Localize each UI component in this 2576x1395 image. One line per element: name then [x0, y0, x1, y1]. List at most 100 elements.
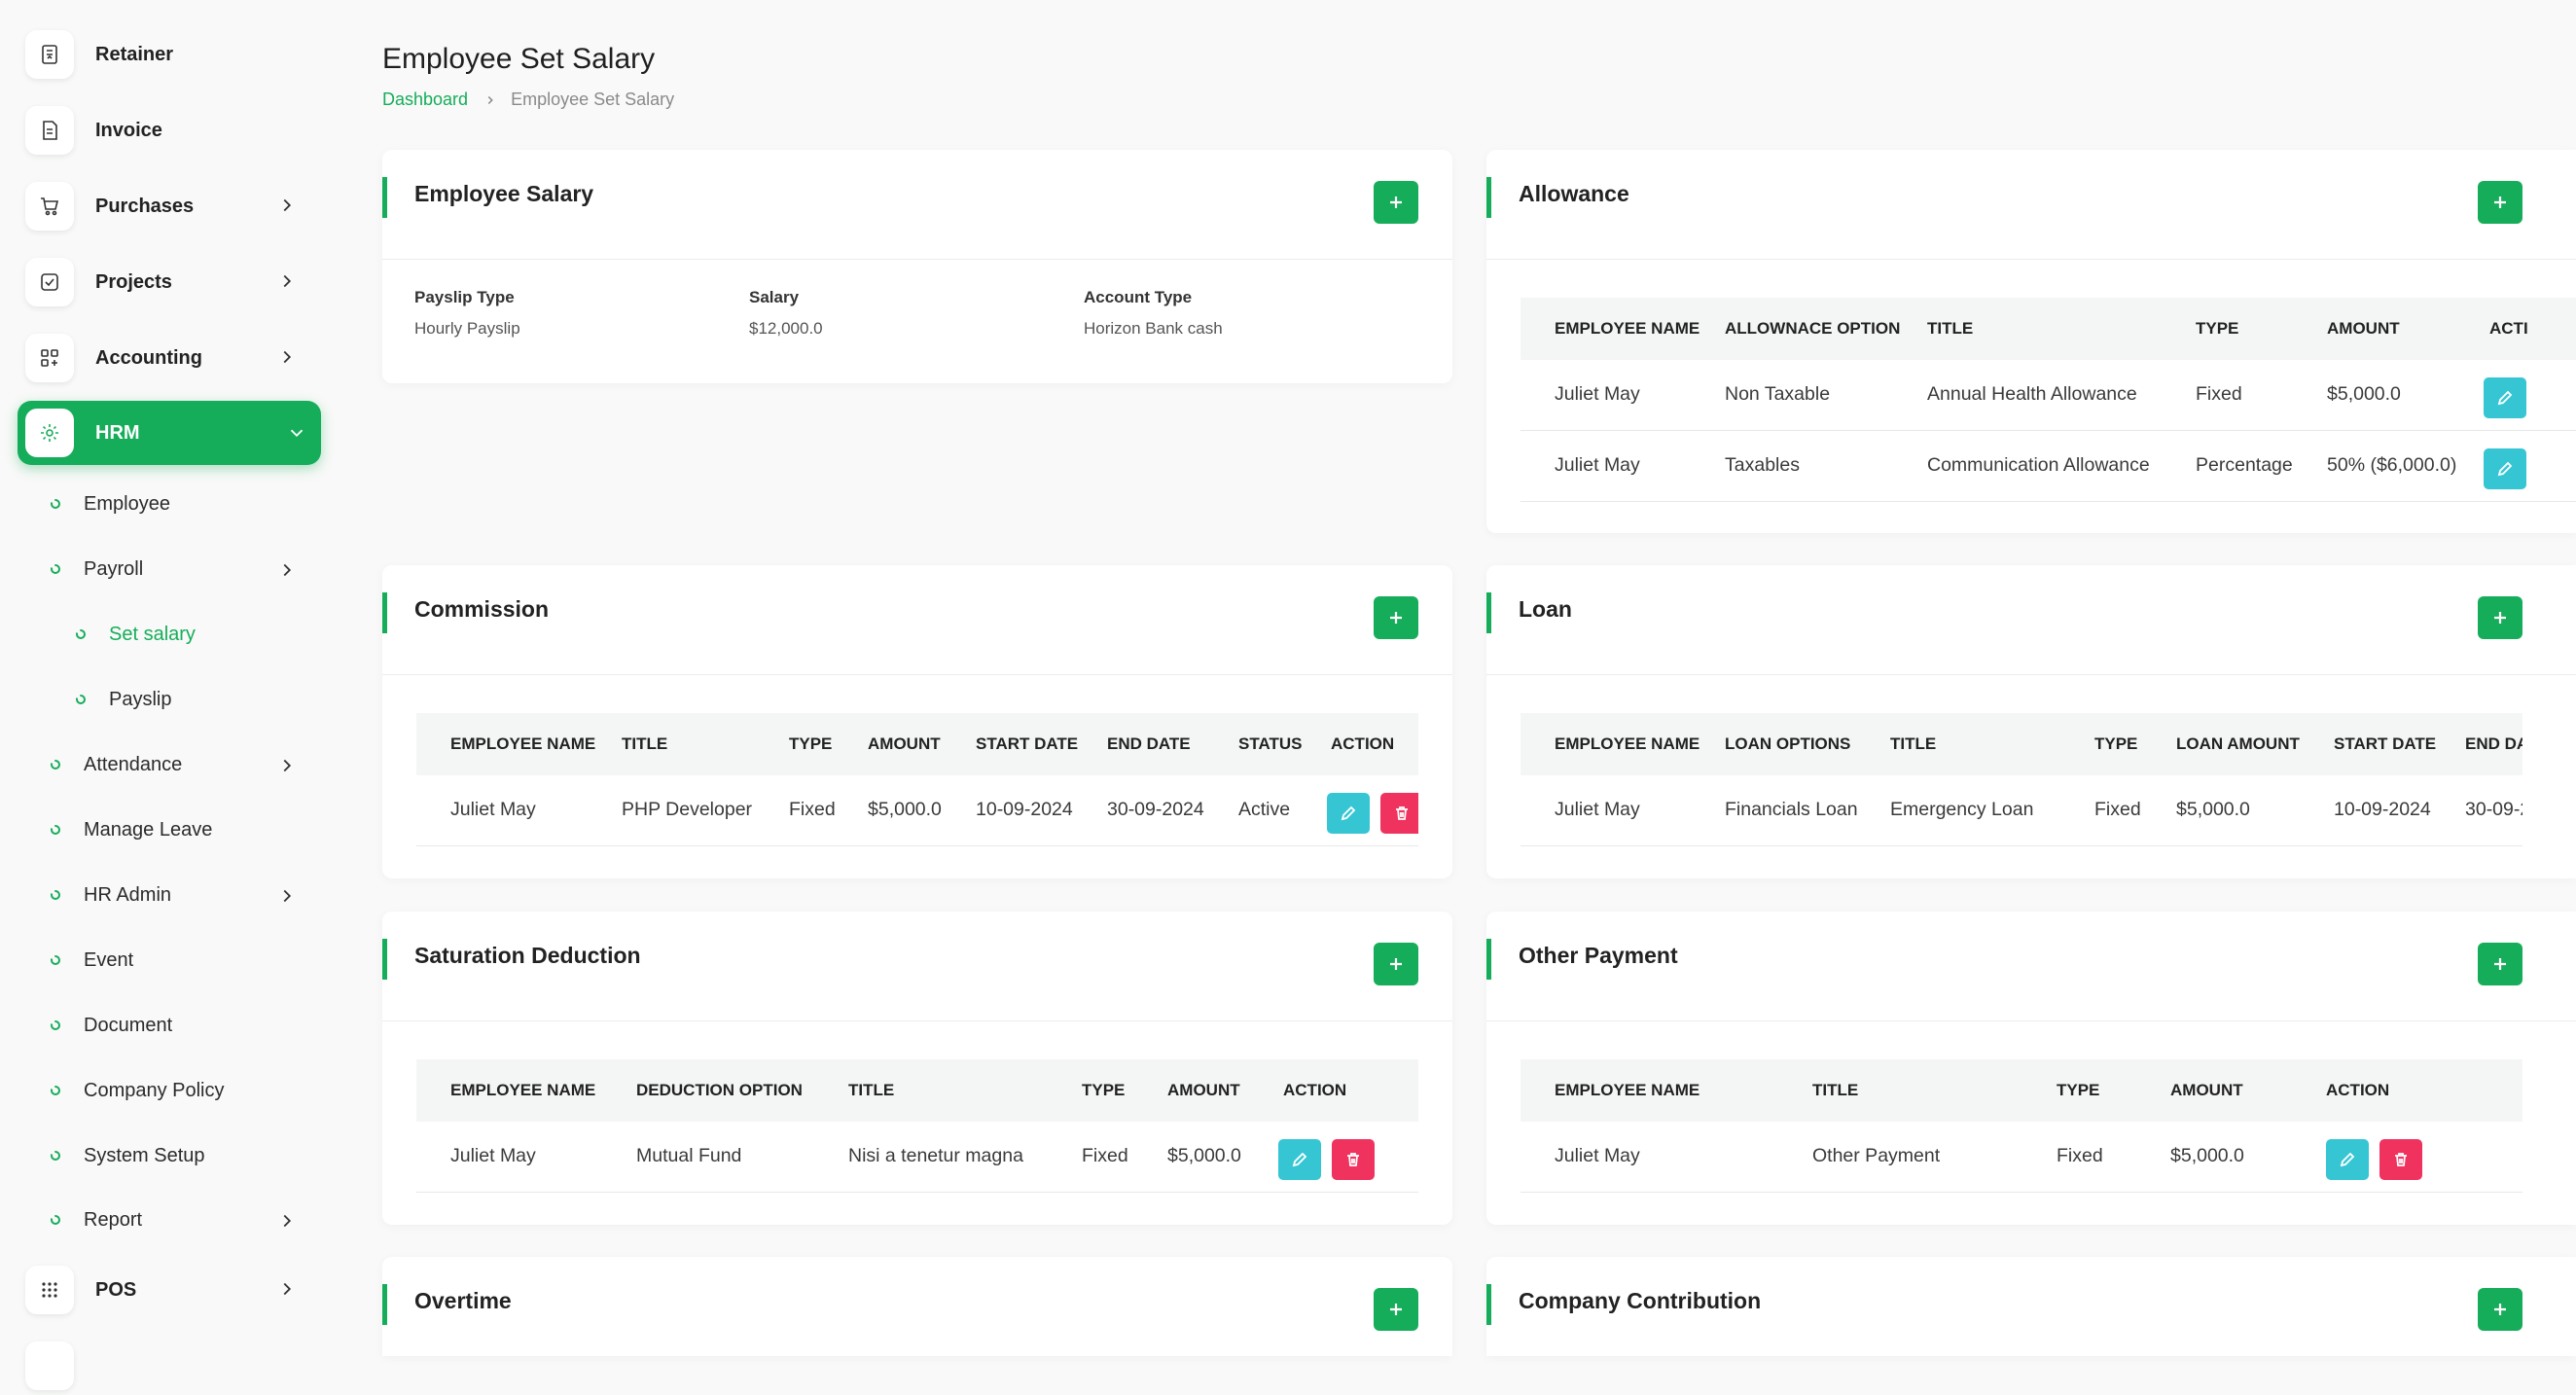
- allowance-card: Allowance EMPLOYEE NAME ALLOWNACE OPTION…: [1486, 150, 2576, 533]
- add-overtime-button[interactable]: [1374, 1288, 1418, 1331]
- edit-button[interactable]: [2484, 448, 2526, 489]
- column-header: TYPE: [2196, 319, 2239, 338]
- commission-card: Commission EMPLOYEE NAME TITLE TYPE AMOU…: [382, 565, 1452, 878]
- add-deduction-button[interactable]: [1374, 943, 1418, 985]
- chevron-down-icon: [290, 429, 304, 438]
- hrm-icon: [25, 409, 74, 457]
- add-allowance-button[interactable]: [2478, 181, 2522, 224]
- table-row: Juliet May PHP Developer Fixed $5,000.0 …: [416, 775, 1418, 846]
- projects-icon: [25, 258, 74, 306]
- column-header: TITLE: [1812, 1081, 1859, 1099]
- column-header: TITLE: [1927, 319, 1974, 338]
- sidebar-item-label: POS: [95, 1278, 137, 1301]
- table-header: EMPLOYEE NAME ALLOWNACE OPTION TITLE TYP…: [1521, 298, 2576, 360]
- sidebar-item-label: Purchases: [95, 195, 195, 217]
- delete-button[interactable]: [1380, 793, 1418, 834]
- add-other-payment-button[interactable]: [2478, 943, 2522, 985]
- sidebar-item-document[interactable]: Document: [49, 1006, 311, 1045]
- add-salary-button[interactable]: [1374, 181, 1418, 224]
- sidebar-item-pos[interactable]: POS: [25, 1261, 311, 1319]
- sidebar-item-label: Set salary: [109, 623, 196, 645]
- sidebar-item-invoice[interactable]: Invoice: [25, 101, 311, 160]
- grid-icon: [25, 1266, 74, 1314]
- plus-icon: [1390, 958, 1402, 970]
- accounting-icon: [25, 334, 74, 382]
- account-type-field: Account Type Horizon Bank cash: [1084, 288, 1418, 339]
- cell-employee-name: Juliet May: [1555, 799, 1640, 820]
- bullet-icon: [76, 629, 86, 639]
- plus-icon: [2494, 197, 2506, 208]
- field-label: Payslip Type: [414, 288, 515, 306]
- edit-button[interactable]: [2484, 377, 2526, 418]
- edit-button[interactable]: [1327, 793, 1370, 834]
- field-label: Salary: [749, 288, 800, 306]
- deduction-table: EMPLOYEE NAME DEDUCTION OPTION TITLE TYP…: [416, 1059, 1418, 1193]
- loan-card: Loan EMPLOYEE NAME LOAN OPTIONS TITLE TY…: [1486, 565, 2576, 878]
- breadcrumb-dashboard-link[interactable]: Dashboard: [382, 89, 469, 109]
- delete-button[interactable]: [2379, 1139, 2422, 1180]
- add-commission-button[interactable]: [1374, 596, 1418, 639]
- payslip-type-field: Payslip Type Hourly Payslip: [414, 288, 749, 339]
- card-header: Loan: [1486, 565, 2576, 675]
- card-title: Other Payment: [1519, 943, 1678, 968]
- sidebar-item-set-salary[interactable]: Set salary: [74, 615, 311, 654]
- bullet-icon: [51, 1020, 60, 1030]
- edit-button[interactable]: [2326, 1139, 2369, 1180]
- table-row: Juliet May Other Payment Fixed $5,000.0: [1521, 1122, 2522, 1193]
- sidebar-item-system-setup[interactable]: System Setup: [49, 1136, 311, 1175]
- cell-start-date: 10-09-2024: [976, 799, 1073, 820]
- cell-title: Other Payment: [1812, 1145, 1941, 1166]
- sidebar-item-payslip[interactable]: Payslip: [74, 680, 311, 719]
- sidebar-item-label: Document: [84, 1014, 173, 1036]
- cell-amount: 50% ($6,000.0): [2327, 454, 2457, 476]
- sidebar-item-hr-admin[interactable]: HR Admin: [49, 876, 311, 914]
- accent-bar: [382, 177, 387, 218]
- pencil-icon: [1292, 1152, 1307, 1167]
- column-header: ACTI: [2489, 319, 2528, 338]
- sidebar-item-retainer[interactable]: Retainer: [25, 25, 311, 84]
- cell-type: Fixed: [2196, 383, 2242, 405]
- sidebar-item-employee[interactable]: Employee: [49, 484, 311, 523]
- sidebar-item-purchases[interactable]: Purchases: [25, 177, 311, 235]
- cell-title: Annual Health Allowance: [1927, 383, 2137, 405]
- invoice-icon: [25, 106, 74, 155]
- column-header: TYPE: [1082, 1081, 1126, 1099]
- table-header: EMPLOYEE NAME DEDUCTION OPTION TITLE TYP…: [416, 1059, 1418, 1122]
- saturation-deduction-card: Saturation Deduction EMPLOYEE NAME DEDUC…: [382, 912, 1452, 1225]
- table-header: EMPLOYEE NAME TITLE TYPE AMOUNT START DA…: [416, 713, 1418, 775]
- sidebar-item-payroll[interactable]: Payroll: [49, 550, 311, 589]
- sidebar-item-projects[interactable]: Projects: [25, 253, 311, 311]
- accent-bar: [382, 1284, 387, 1325]
- edit-button[interactable]: [1278, 1139, 1321, 1180]
- sidebar: Retainer Invoice Purchases Projects Acco…: [0, 0, 340, 1390]
- cell-amount: $5,000.0: [1167, 1145, 1241, 1166]
- chevron-right-icon: [283, 1282, 292, 1296]
- plus-icon: [1390, 197, 1402, 208]
- sidebar-item-hrm[interactable]: HRM: [18, 401, 321, 465]
- cell-start-date: 10-09-2024: [2334, 799, 2431, 820]
- sidebar-item-next[interactable]: [25, 1337, 311, 1395]
- loan-table: EMPLOYEE NAME LOAN OPTIONS TITLE TYPE LO…: [1521, 713, 2522, 846]
- card-title: Employee Salary: [414, 181, 594, 206]
- plus-icon: [2494, 1304, 2506, 1315]
- sidebar-item-company-policy[interactable]: Company Policy: [49, 1071, 311, 1110]
- delete-button[interactable]: [1332, 1139, 1375, 1180]
- bullet-icon: [51, 825, 60, 835]
- sidebar-item-attendance[interactable]: Attendance: [49, 745, 311, 784]
- sidebar-item-label: Payroll: [84, 557, 144, 580]
- card-title: Company Contribution: [1519, 1288, 1762, 1313]
- column-header: EMPLOYEE NAME: [1555, 734, 1700, 753]
- add-loan-button[interactable]: [2478, 596, 2522, 639]
- sidebar-item-report[interactable]: Report: [49, 1200, 311, 1239]
- sidebar-item-manage-leave[interactable]: Manage Leave: [49, 810, 311, 849]
- pencil-icon: [2497, 461, 2513, 477]
- trash-icon: [1396, 806, 1408, 820]
- card-title: Saturation Deduction: [414, 943, 641, 968]
- cell-employee-name: Juliet May: [1555, 383, 1640, 405]
- cell-amount: $5,000.0: [2327, 383, 2401, 405]
- table-row: Juliet May Financials Loan Emergency Loa…: [1521, 775, 2522, 846]
- add-contribution-button[interactable]: [2478, 1288, 2522, 1331]
- salary-info: Payslip Type Hourly Payslip Salary $12,0…: [414, 288, 1420, 339]
- sidebar-item-accounting[interactable]: Accounting: [25, 329, 311, 387]
- sidebar-item-event[interactable]: Event: [49, 941, 311, 980]
